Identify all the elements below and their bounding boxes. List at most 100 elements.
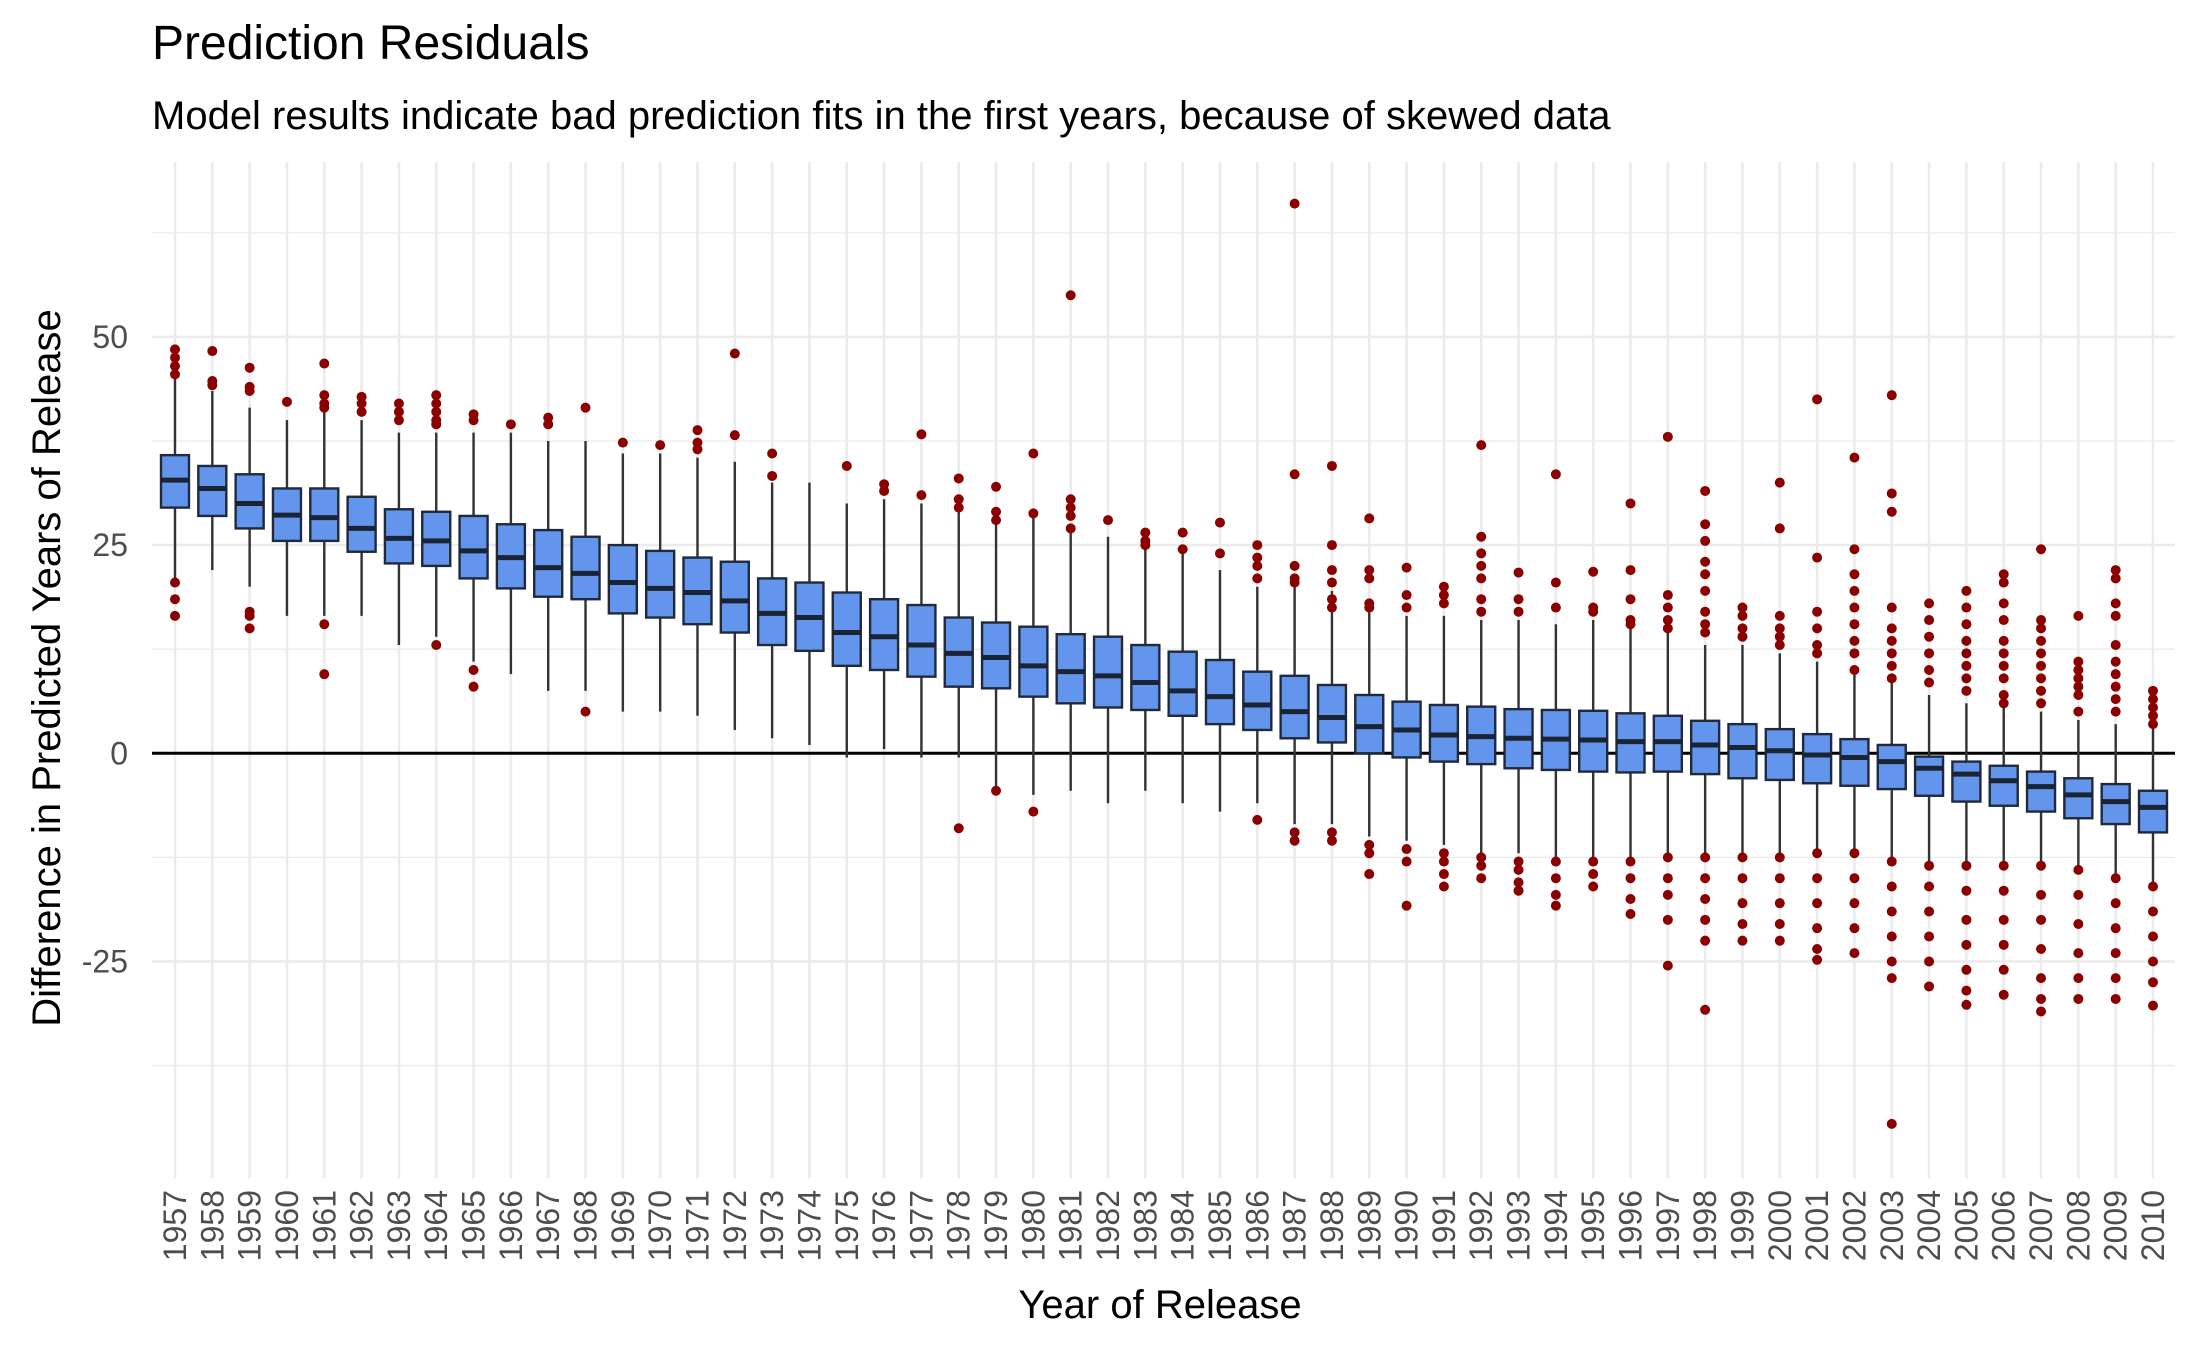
outlier-point [319,619,330,630]
outlier-point [617,437,628,448]
outlier-point [1849,948,1860,959]
outlier-point [2073,673,2084,684]
outlier-point [468,681,479,692]
outlier-point [356,406,367,417]
box-series [159,378,2169,887]
outlier-point [1998,689,2009,700]
outlier-point [1625,909,1636,920]
box-body [831,591,862,668]
outlier-point [1550,577,1561,588]
outlier-point [1737,610,1748,621]
outlier-point [1812,848,1823,859]
box-1968 [570,440,601,691]
outlier-point [244,610,255,621]
outlier-point [1961,914,1972,925]
x-tick-label: 1970 [642,1190,678,1261]
outlier-point [2110,610,2121,621]
outlier-point [1812,954,1823,965]
outlier-point [1924,598,1935,609]
outlier-point [1886,956,1897,967]
outlier-point [953,823,964,834]
outlier-point [1961,985,1972,996]
box-2004 [1913,694,1945,862]
outlier-point [431,419,442,430]
outlier-point [1998,698,2009,709]
box-1990 [1391,615,1422,841]
outlier-point [1886,1118,1897,1129]
outlier-point [1289,835,1300,846]
outlier-point [2110,948,2121,959]
box-1981 [1055,532,1086,791]
x-tick-label: 1981 [1053,1190,1089,1261]
outlier-point [2110,656,2121,667]
x-tick-label: 1961 [306,1190,342,1261]
x-axis-ticks: 1957 1958 1959 1960 1961 1962 1963 1964 1965 1966… [157,1190,2171,1261]
x-tick-label: 2001 [1799,1190,1835,1261]
outlier-point [170,352,180,363]
outlier-point [1774,898,1785,909]
outlier-point [1700,569,1711,580]
x-tick-label: 1959 [232,1190,268,1261]
box-2002 [1839,674,1870,854]
box-1977 [906,503,937,758]
outlier-point [543,419,554,430]
outlier-point [1774,610,1785,621]
outlier-point [1700,873,1711,884]
outlier-point [1998,860,2009,871]
outlier-point [1700,606,1711,617]
outlier-point [1550,900,1561,911]
box-body [309,487,340,543]
outlier-point [2036,698,2047,709]
box-1996 [1615,628,1646,858]
x-axis-title: Year of Release [1018,1283,1301,1327]
outlier-point [1998,964,2009,975]
outlier-point [1924,665,1935,675]
x-tick-label: 1971 [679,1190,715,1261]
outlier-point [1625,856,1636,867]
outlier-point [1849,648,1860,659]
box-body [607,543,639,615]
outlier-point [1513,856,1524,867]
outlier-point [1924,881,1935,892]
outlier-point [2110,973,2121,984]
outlier-point [1812,873,1823,884]
box-1982 [1092,536,1124,804]
x-tick-label: 1985 [1202,1190,1238,1261]
outlier-point [393,406,404,417]
outlier-point [2073,706,2084,717]
outlier-point [1625,498,1636,509]
outlier-point [953,494,964,505]
outlier-point [1103,515,1114,526]
outlier-point [2036,623,2047,634]
outlier-point [1737,935,1748,946]
outlier-point [244,362,255,373]
outlier-point [1886,673,1897,684]
outlier-point [1737,919,1748,929]
box-1965 [458,432,489,662]
outlier-point [1401,844,1412,855]
outlier-point [1177,527,1188,538]
x-tick-label: 1994 [1538,1190,1574,1261]
outlier-point [1849,619,1860,630]
outlier-point [916,490,927,501]
x-tick-label: 1996 [1613,1190,1649,1261]
outlier-point [2073,973,2084,984]
box-1995 [1577,620,1609,858]
x-tick-label: 1984 [1165,1190,1201,1261]
box-1971 [682,457,713,716]
outlier-point [319,402,330,413]
outlier-point [431,406,442,417]
outlier-point [1774,919,1785,929]
x-tick-label: 1999 [1724,1190,1760,1261]
outlier-point [1737,623,1748,634]
box-2006 [1988,707,2019,862]
outlier-point [1998,939,2009,950]
outlier-point [1550,889,1561,900]
outlier-point [1849,544,1860,555]
outlier-point [1513,594,1524,605]
outlier-point [1326,565,1337,576]
outlier-point [356,398,367,409]
box-body [1876,743,1907,791]
chart-title: Prediction Residuals [152,17,590,70]
x-tick-label: 1974 [791,1190,827,1261]
